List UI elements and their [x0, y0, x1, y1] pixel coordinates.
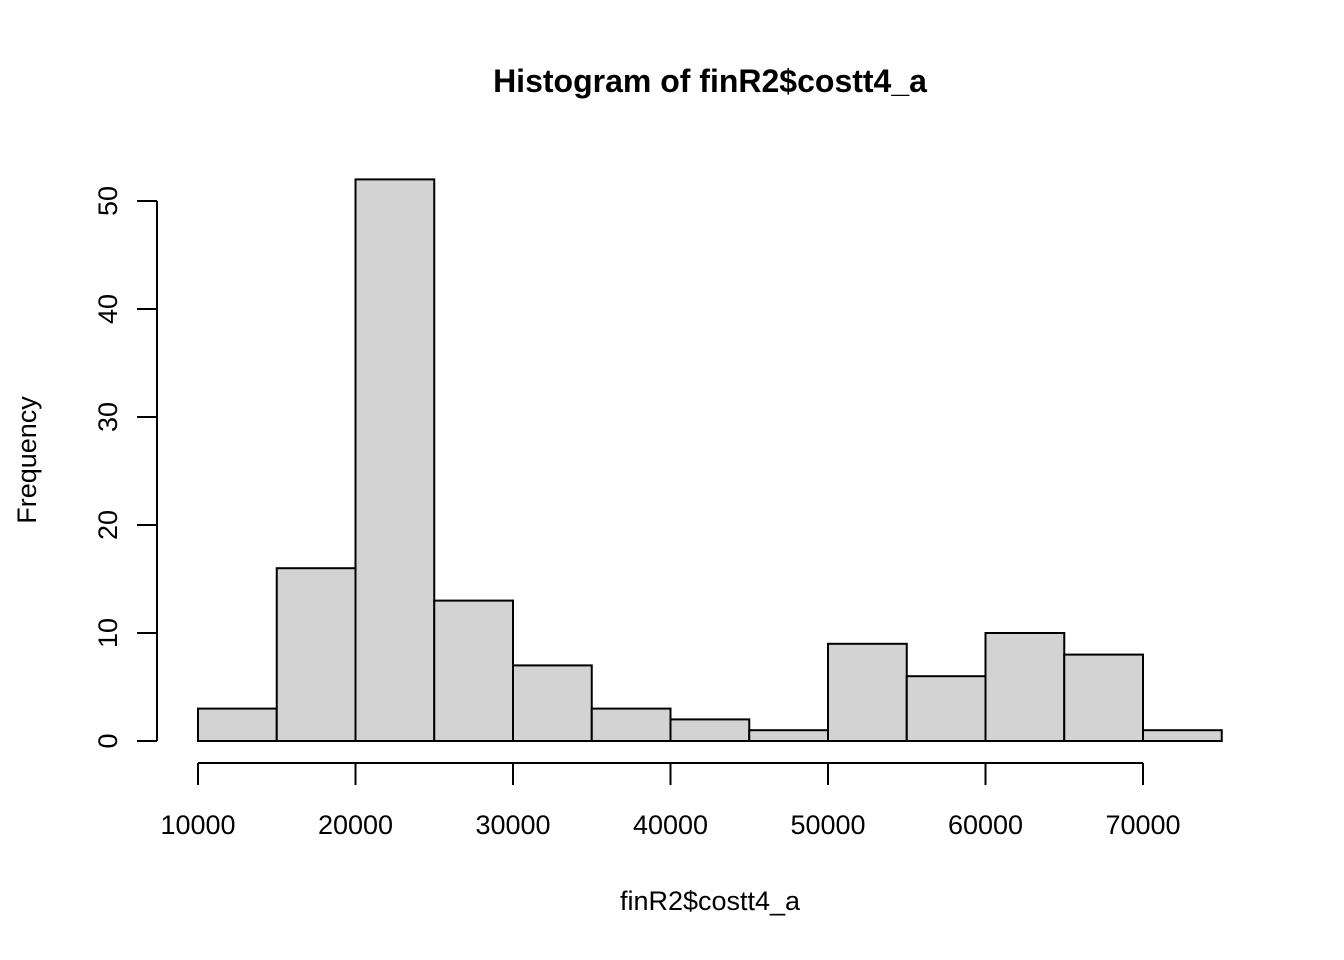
histogram-bar	[1063, 653, 1144, 742]
chart-title: Histogram of finR2$costt4_a	[493, 63, 927, 99]
histogram-bar	[197, 707, 278, 742]
histogram-bar	[827, 642, 908, 742]
histogram-bar	[984, 632, 1066, 742]
y-axis-label: Frequency	[12, 396, 42, 524]
x-tick-label: 10000	[160, 810, 235, 840]
histogram-bar	[512, 664, 593, 743]
histogram-bar	[275, 567, 357, 743]
x-tick-label: 20000	[318, 810, 393, 840]
x-tick-label: 60000	[948, 810, 1023, 840]
y-tick-label: 20	[93, 510, 123, 540]
x-tick-label: 50000	[790, 810, 865, 840]
x-tick-label: 40000	[633, 810, 708, 840]
histogram-bar	[905, 675, 987, 743]
x-axis: 10000 20000 30000 40000 50000 60000 70000	[160, 762, 1181, 840]
y-tick-label: 40	[93, 294, 123, 324]
histogram-bars	[197, 178, 1223, 743]
x-axis-label: finR2$costt4_a	[620, 886, 801, 916]
y-tick-label: 50	[93, 186, 123, 216]
x-tick-label: 70000	[1105, 810, 1180, 840]
histogram-bar	[354, 178, 436, 742]
y-tick-label: 0	[93, 733, 123, 748]
y-axis: 0 10 20 30 40 50	[93, 186, 158, 749]
histogram-bar	[748, 729, 829, 743]
histogram-bar	[433, 599, 514, 742]
x-tick-label: 30000	[475, 810, 550, 840]
histogram-bar	[590, 707, 672, 742]
histogram-bar	[1142, 729, 1223, 743]
y-tick-label: 30	[93, 402, 123, 432]
histogram-bar	[669, 718, 751, 743]
y-tick-label: 10	[93, 618, 123, 648]
